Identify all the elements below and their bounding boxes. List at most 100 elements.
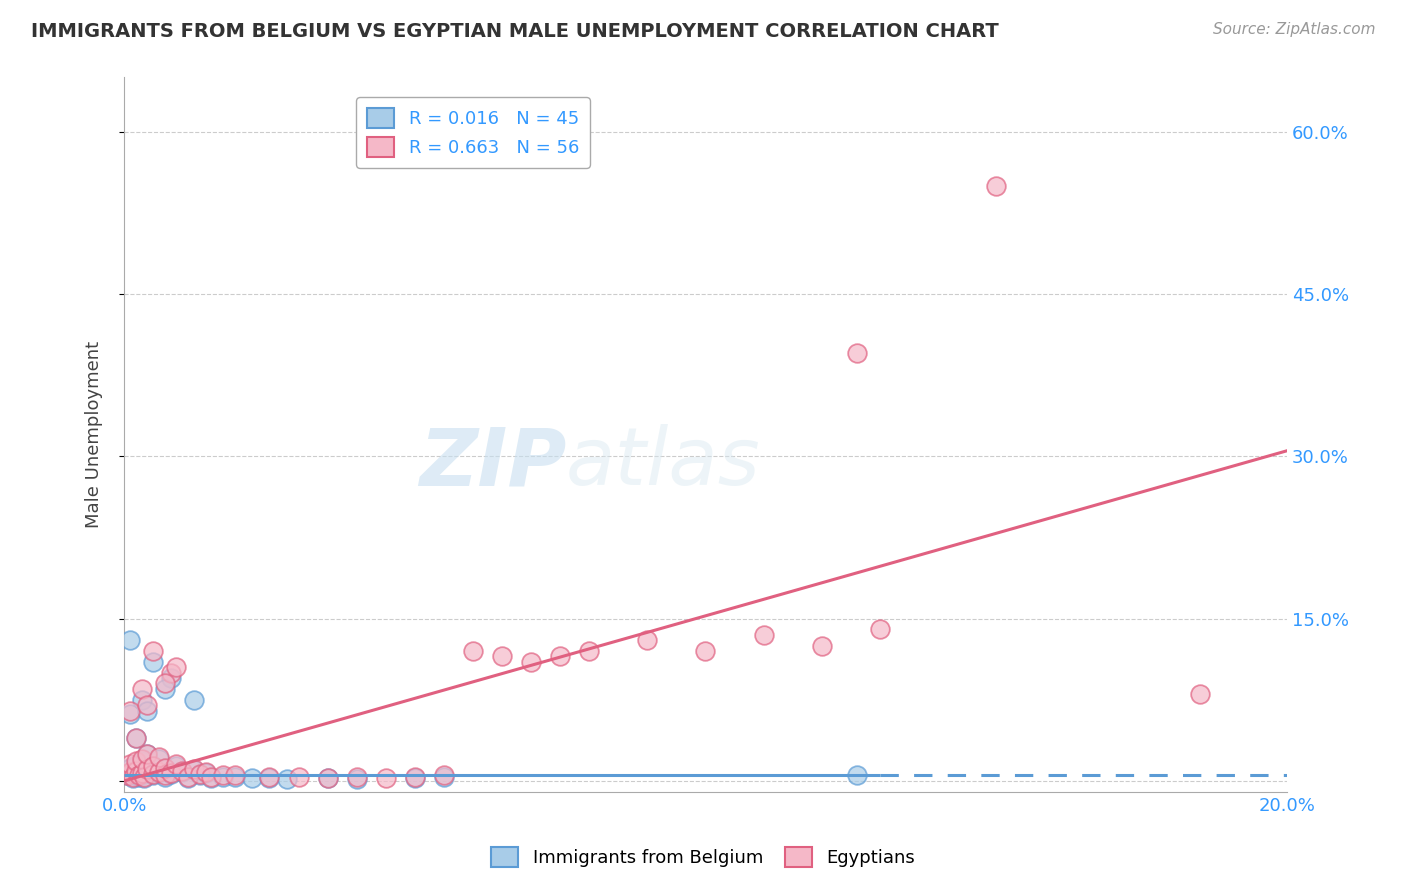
Legend: R = 0.016   N = 45, R = 0.663   N = 56: R = 0.016 N = 45, R = 0.663 N = 56: [356, 97, 589, 168]
Point: [636, 633, 658, 648]
Point: [172, 764, 194, 779]
Point: [461, 644, 484, 658]
Point: [188, 767, 211, 781]
Point: [118, 704, 141, 718]
Point: [159, 767, 181, 781]
Point: [136, 698, 159, 712]
Point: [148, 750, 170, 764]
Point: [810, 639, 832, 653]
Point: [212, 768, 235, 782]
Point: [183, 762, 205, 776]
Point: [177, 770, 200, 784]
Point: [125, 757, 148, 772]
Point: [346, 770, 368, 784]
Point: [153, 770, 176, 784]
Y-axis label: Male Unemployment: Male Unemployment: [86, 341, 103, 528]
Point: [125, 755, 148, 769]
Point: [520, 655, 543, 669]
Point: [346, 772, 368, 786]
Point: [166, 756, 188, 771]
Point: [316, 771, 339, 785]
Point: [845, 346, 868, 360]
Point: [136, 762, 159, 776]
Point: [752, 628, 775, 642]
Point: [374, 771, 396, 785]
Point: [200, 770, 222, 784]
Point: [183, 763, 205, 777]
Point: [125, 764, 148, 779]
Text: Source: ZipAtlas.com: Source: ZipAtlas.com: [1212, 22, 1375, 37]
Point: [142, 758, 165, 772]
Point: [1188, 687, 1211, 701]
Point: [259, 770, 281, 784]
Point: [142, 768, 165, 782]
Point: [433, 768, 456, 782]
Point: [136, 747, 159, 761]
Point: [142, 767, 165, 781]
Point: [404, 771, 426, 785]
Point: [128, 770, 150, 784]
Text: IMMIGRANTS FROM BELGIUM VS EGYPTIAN MALE UNEMPLOYMENT CORRELATION CHART: IMMIGRANTS FROM BELGIUM VS EGYPTIAN MALE…: [31, 22, 998, 41]
Point: [153, 676, 176, 690]
Point: [148, 765, 170, 780]
Point: [115, 768, 138, 782]
Point: [188, 768, 211, 782]
Point: [433, 770, 456, 784]
Point: [159, 766, 181, 780]
Point: [404, 770, 426, 784]
Point: [259, 771, 281, 785]
Point: [153, 681, 176, 696]
Point: [578, 644, 600, 658]
Point: [121, 770, 143, 784]
Point: [153, 761, 176, 775]
Point: [128, 768, 150, 782]
Point: [194, 765, 217, 780]
Point: [136, 747, 159, 761]
Point: [131, 681, 153, 696]
Point: [118, 768, 141, 782]
Point: [125, 765, 148, 780]
Point: [118, 756, 141, 771]
Point: [142, 760, 165, 774]
Point: [118, 706, 141, 721]
Point: [131, 767, 153, 781]
Text: ZIP: ZIP: [419, 424, 567, 502]
Point: [134, 771, 156, 785]
Point: [172, 765, 194, 780]
Point: [125, 731, 148, 745]
Point: [240, 771, 263, 785]
Point: [183, 692, 205, 706]
Point: [869, 623, 891, 637]
Point: [125, 731, 148, 745]
Point: [115, 768, 138, 782]
Point: [166, 758, 188, 772]
Point: [316, 771, 339, 785]
Point: [134, 770, 156, 784]
Point: [548, 649, 571, 664]
Point: [153, 768, 176, 782]
Point: [148, 752, 170, 766]
Point: [142, 655, 165, 669]
Point: [200, 771, 222, 785]
Point: [131, 755, 153, 769]
Point: [159, 665, 181, 680]
Text: atlas: atlas: [567, 424, 761, 502]
Point: [131, 766, 153, 780]
Point: [695, 644, 717, 658]
Point: [212, 770, 235, 784]
Point: [153, 762, 176, 776]
Legend: Immigrants from Belgium, Egyptians: Immigrants from Belgium, Egyptians: [484, 839, 922, 874]
Point: [121, 771, 143, 785]
Point: [491, 649, 513, 664]
Point: [224, 770, 246, 784]
Point: [986, 178, 1008, 193]
Point: [177, 771, 200, 785]
Point: [118, 765, 141, 780]
Point: [131, 752, 153, 766]
Point: [136, 704, 159, 718]
Point: [118, 761, 141, 775]
Point: [142, 644, 165, 658]
Point: [131, 692, 153, 706]
Point: [276, 772, 298, 786]
Point: [845, 768, 868, 782]
